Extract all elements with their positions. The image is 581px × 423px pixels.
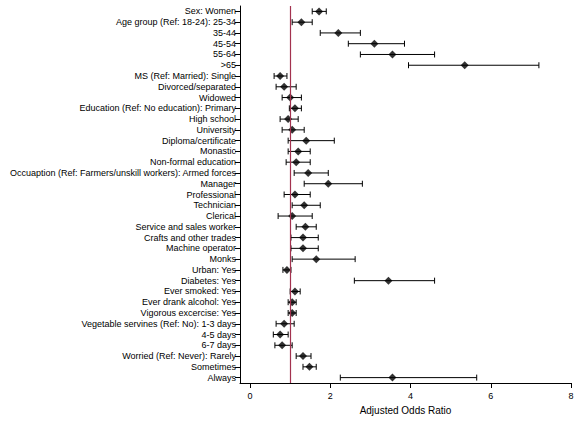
svg-text:Diabetes: Yes: Diabetes: Yes — [181, 276, 237, 286]
svg-text:Adjusted Odds Ratio: Adjusted Odds Ratio — [360, 405, 452, 416]
svg-text:>65: >65 — [221, 60, 236, 70]
svg-text:Machine operator: Machine operator — [166, 243, 236, 253]
svg-text:Occuaption (Ref: Farmers/unski: Occuaption (Ref: Farmers/unskill workers… — [10, 168, 237, 178]
svg-text:Service and sales worker: Service and sales worker — [135, 222, 236, 232]
svg-text:45-54: 45-54 — [213, 39, 236, 49]
svg-text:Widowed: Widowed — [199, 93, 236, 103]
svg-text:Vigorous excercise: Yes: Vigorous excercise: Yes — [141, 308, 237, 318]
svg-text:Monks: Monks — [209, 254, 236, 264]
svg-text:0: 0 — [248, 391, 253, 401]
svg-text:Diploma/certificate: Diploma/certificate — [162, 136, 236, 146]
svg-text:55-64: 55-64 — [213, 49, 236, 59]
svg-text:8: 8 — [568, 391, 573, 401]
svg-text:6-7 days: 6-7 days — [201, 340, 236, 350]
svg-text:Sex: Women: Sex: Women — [185, 6, 236, 16]
svg-text:4-5 days: 4-5 days — [201, 330, 236, 340]
svg-text:Manager: Manager — [200, 179, 236, 189]
svg-text:High school: High school — [189, 114, 236, 124]
svg-text:Professional: Professional — [186, 190, 236, 200]
svg-text:Technician: Technician — [193, 200, 236, 210]
svg-text:Clerical: Clerical — [206, 211, 236, 221]
svg-text:Always: Always — [207, 373, 236, 383]
svg-text:Monastic: Monastic — [200, 146, 237, 156]
svg-text:Age group (Ref: 18-24): 25-34: Age group (Ref: 18-24): 25-34 — [116, 17, 236, 27]
svg-text:35-44: 35-44 — [213, 28, 236, 38]
svg-text:MS (Ref: Married): Single: MS (Ref: Married): Single — [134, 71, 236, 81]
svg-text:Ever smoked: Yes: Ever smoked: Yes — [164, 286, 237, 296]
svg-text:4: 4 — [408, 391, 413, 401]
svg-text:Non-formal education: Non-formal education — [150, 157, 236, 167]
svg-text:Divorced/separated: Divorced/separated — [158, 82, 236, 92]
svg-text:Sometimes: Sometimes — [191, 362, 237, 372]
svg-text:6: 6 — [488, 391, 493, 401]
svg-text:Education (Ref: No education):: Education (Ref: No education): Primary — [79, 103, 236, 113]
svg-text:Urban: Yes: Urban: Yes — [192, 265, 237, 275]
svg-text:Vegetable servines (Ref: No):: Vegetable servines (Ref: No): 1-3 days — [81, 319, 236, 329]
svg-text:University: University — [196, 125, 236, 135]
svg-text:Worried (Ref: Never): Rarely: Worried (Ref: Never): Rarely — [122, 351, 236, 361]
svg-text:Ever drank alcohol: Yes: Ever drank alcohol: Yes — [142, 297, 237, 307]
svg-text:2: 2 — [328, 391, 333, 401]
svg-text:Crafts and other trades: Crafts and other trades — [144, 233, 237, 243]
